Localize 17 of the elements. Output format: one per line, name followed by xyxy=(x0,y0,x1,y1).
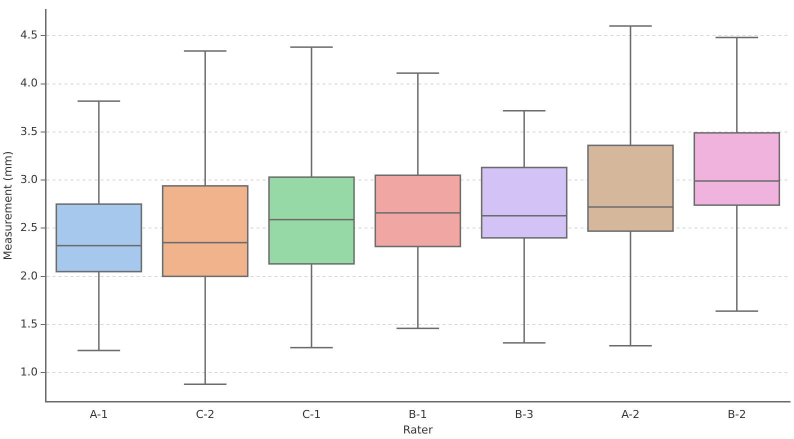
x-tick-label: A-1 xyxy=(90,408,108,422)
y-tick-label: 2.0 xyxy=(20,269,38,282)
y-tick-label: 3.5 xyxy=(20,124,38,138)
x-tick-label: B-3 xyxy=(514,408,534,422)
y-tick-label: 4.5 xyxy=(20,28,38,42)
x-tick-label: B-1 xyxy=(408,408,428,422)
y-tick-label: 1.5 xyxy=(20,317,38,330)
x-tick-label: C-1 xyxy=(302,408,321,422)
x-tick-label: A-2 xyxy=(621,408,640,422)
x-tick-label: B-2 xyxy=(728,408,746,422)
y-tick-label: 1.0 xyxy=(20,366,38,379)
y-tick-label: 4.0 xyxy=(20,76,38,90)
y-tick-label: 3.0 xyxy=(20,172,38,186)
x-tick-label: C-2 xyxy=(196,408,215,422)
x-axis-title: Rater xyxy=(402,423,434,436)
y-axis-title: Measurement (mm) xyxy=(1,151,14,260)
y-tick-label: 2.5 xyxy=(20,221,38,234)
